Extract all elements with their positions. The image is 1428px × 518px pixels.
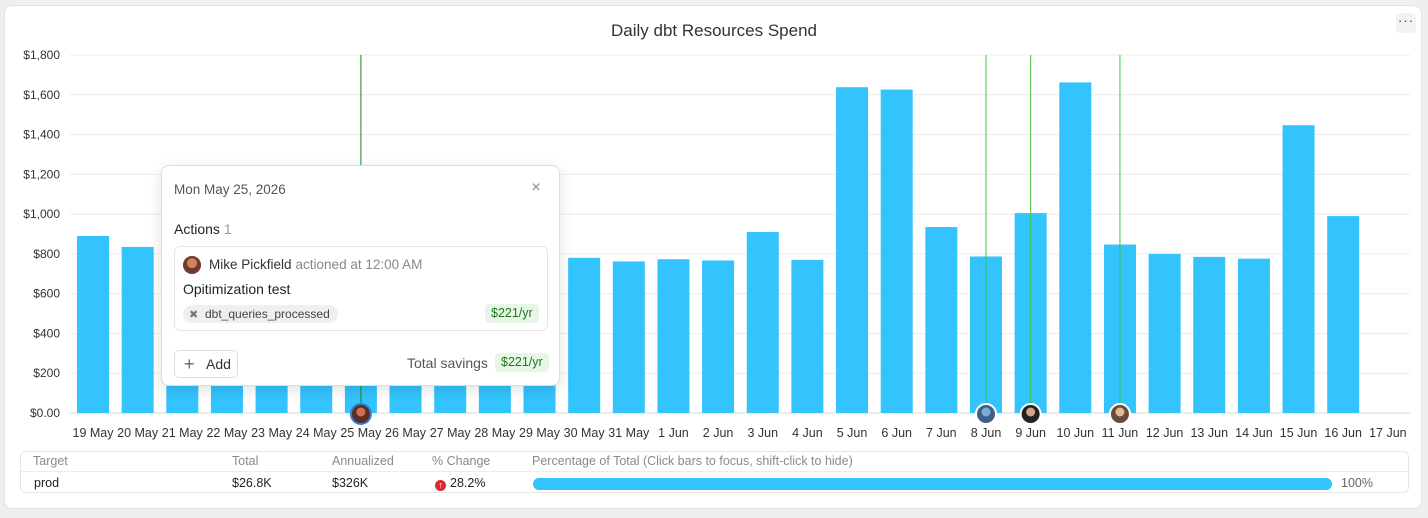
x-tick-label: 17 Jun — [1369, 426, 1407, 440]
arrow-up-icon: ↑ — [435, 480, 446, 491]
bar-10-jun[interactable] — [1059, 82, 1092, 414]
x-tick-label: 11 Jun — [1102, 426, 1139, 440]
landscape-avatar-face — [981, 407, 991, 417]
x-tick-label: 3 Jun — [747, 426, 778, 440]
header-total: Total — [232, 454, 259, 468]
x-tick-label: 24 May — [296, 426, 338, 440]
bar-4-jun[interactable] — [791, 259, 824, 413]
x-tick-label: 9 Jun — [1015, 426, 1046, 440]
x-tick-label: 19 May — [73, 426, 115, 440]
bar-19-may[interactable] — [77, 235, 109, 413]
bar-13-jun[interactable] — [1193, 256, 1226, 413]
resource-tag: ✖ dbt_queries_processed — [183, 305, 338, 323]
y-tick-label: $1,200 — [23, 167, 60, 181]
x-tick-label: 15 Jun — [1280, 426, 1318, 440]
dbt-icon: ✖ — [189, 309, 199, 321]
x-tick-label: 22 May — [206, 426, 248, 440]
x-tick-label: 7 Jun — [926, 426, 957, 440]
header-target: Target — [33, 454, 68, 468]
bar-14-jun[interactable] — [1237, 258, 1270, 413]
action-title: Opitimization test — [183, 281, 291, 297]
y-tick-label: $1,400 — [23, 128, 60, 142]
bar-30-may[interactable] — [568, 257, 601, 413]
mike-avatar-face — [356, 407, 366, 417]
bar-5-jun[interactable] — [836, 87, 869, 413]
x-tick-label: 25 May — [340, 426, 382, 440]
bar-20-may[interactable] — [121, 246, 154, 413]
y-tick-label: $400 — [33, 326, 60, 340]
chart-title: Daily dbt Resources Spend — [610, 21, 817, 40]
cell-annualized: $326K — [332, 476, 369, 490]
man-avatar-face — [1026, 407, 1036, 417]
x-tick-label: 27 May — [430, 426, 472, 440]
x-tick-label: 26 May — [385, 426, 427, 440]
y-tick-label: $1,000 — [23, 207, 60, 221]
action-card[interactable]: Mike Pickfield actioned at 12:00 AM Opiti… — [174, 246, 548, 331]
x-tick-label: 23 May — [251, 426, 293, 440]
action-savings-badge: $221/yr — [485, 304, 539, 323]
add-label: Add — [206, 356, 231, 372]
bar-12-jun[interactable] — [1148, 253, 1181, 413]
close-icon[interactable]: × — [531, 179, 541, 196]
total-savings-badge: $221/yr — [495, 353, 549, 372]
header-percentage: Percentage of Total (Click bars to focus… — [532, 454, 853, 468]
bar-2-jun[interactable] — [702, 260, 735, 413]
cell-total: $26.8K — [232, 476, 272, 490]
x-tick-label: 1 Jun — [658, 426, 689, 440]
breakdown-table: Target Total Annualized % Change Percent… — [20, 451, 1409, 493]
bar-7-jun[interactable] — [925, 227, 958, 413]
bar-1-jun[interactable] — [657, 259, 690, 413]
bar-15-jun[interactable] — [1282, 125, 1315, 414]
woman-avatar-face — [1115, 407, 1125, 417]
cell-change: ↑ 28.2% — [435, 476, 485, 491]
actions-label: Actions — [174, 221, 220, 237]
popover-date: Mon May 25, 2026 — [174, 182, 286, 197]
actions-count: 1 — [223, 221, 232, 237]
total-savings-label: Total savings — [407, 355, 488, 371]
annotation-popover: Mon May 25, 2026 × Actions 1 Mike Pickfie… — [161, 165, 560, 386]
x-tick-label: 5 Jun — [837, 426, 868, 440]
x-tick-label: 29 May — [519, 426, 561, 440]
user-avatar — [183, 256, 201, 274]
action-verb: actioned at 12:00 AM — [295, 257, 423, 272]
y-tick-label: $1,600 — [23, 88, 60, 102]
x-tick-label: 20 May — [117, 426, 159, 440]
cell-target: prod — [34, 476, 60, 490]
y-tick-label: $200 — [33, 366, 60, 380]
add-action-button[interactable]: + Add — [174, 350, 238, 378]
tag-label: dbt_queries_processed — [205, 307, 330, 321]
y-tick-label: $600 — [33, 287, 60, 301]
plus-icon: + — [184, 354, 195, 374]
x-tick-label: 8 Jun — [971, 426, 1002, 440]
bar-31-may[interactable] — [612, 261, 645, 413]
x-tick-label: 16 Jun — [1324, 426, 1362, 440]
x-tick-label: 30 May — [564, 426, 606, 440]
y-tick-label: $800 — [33, 247, 60, 261]
x-tick-label: 2 Jun — [703, 426, 734, 440]
x-tick-label: 12 Jun — [1146, 426, 1184, 440]
header-change: % Change — [432, 454, 491, 468]
x-tick-label: 13 Jun — [1190, 426, 1228, 440]
x-tick-label: 31 May — [608, 426, 650, 440]
x-tick-label: 6 Jun — [881, 426, 912, 440]
percentage-label: 100% — [1341, 476, 1373, 490]
y-tick-label: $1,800 — [23, 48, 60, 62]
x-tick-label: 28 May — [474, 426, 516, 440]
row-divider — [21, 471, 1408, 472]
x-tick-label: 4 Jun — [792, 426, 823, 440]
x-tick-label: 14 Jun — [1235, 426, 1273, 440]
action-user-line: Mike Pickfield actioned at 12:00 AM — [209, 257, 422, 272]
action-user: Mike Pickfield — [209, 257, 292, 272]
y-tick-label: $0.00 — [30, 406, 60, 420]
percentage-bar[interactable] — [533, 478, 1332, 490]
actions-heading: Actions 1 — [174, 221, 232, 237]
change-value: 28.2% — [450, 476, 486, 490]
more-options-button[interactable]: ··· — [1396, 13, 1416, 33]
x-tick-label: 21 May — [162, 426, 204, 440]
bar-3-jun[interactable] — [746, 232, 779, 413]
bar-16-jun[interactable] — [1327, 216, 1360, 413]
bar-6-jun[interactable] — [880, 89, 913, 414]
x-tick-label: 10 Jun — [1057, 426, 1095, 440]
header-annualized: Annualized — [332, 454, 394, 468]
